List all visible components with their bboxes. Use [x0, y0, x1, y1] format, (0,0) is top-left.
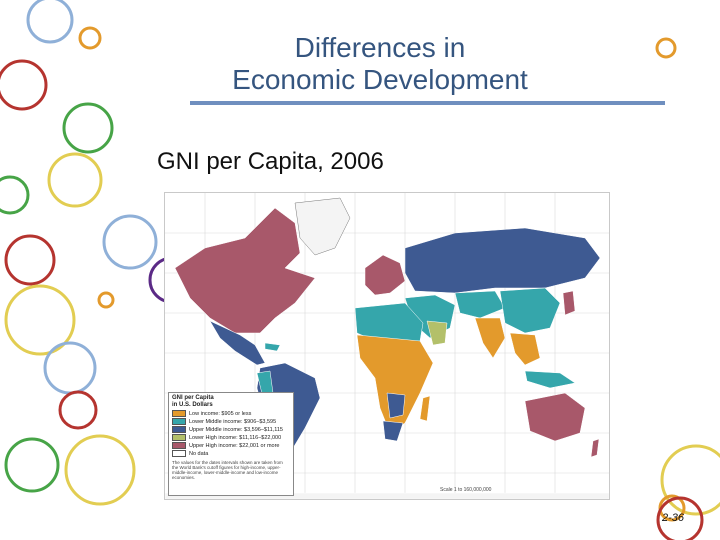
slide-number: 2-36: [662, 512, 685, 524]
legend-label: Lower High income: $11,116–$22,000: [189, 434, 282, 441]
map-legend: GNI per Capita in U.S. Dollars Low incom…: [168, 392, 294, 496]
slide-subtitle: GNI per Capita, 2006: [157, 148, 384, 175]
legend-swatch: [172, 410, 186, 417]
legend-item: Lower High income: $11,116–$22,000: [172, 434, 290, 441]
legend-item: Upper Middle income: $3,596–$11,115: [172, 426, 290, 433]
legend-label: No data: [189, 450, 209, 457]
legend-swatch: [172, 442, 186, 449]
legend-item: Lower Middle income: $906–$3,595: [172, 418, 290, 425]
world-map-graphic: [165, 193, 609, 499]
legend-swatch: [172, 434, 186, 441]
title-line-2: Economic Development: [232, 64, 528, 95]
slide-title: Differences in Economic Development: [160, 32, 600, 96]
legend-title-line-2: in U.S. Dollars: [172, 402, 213, 408]
legend-title-line-1: GNI per Capita: [172, 395, 214, 401]
title-line-1: Differences in: [294, 32, 466, 63]
legend-item: No data: [172, 450, 290, 457]
legend-label: Lower Middle income: $906–$3,595: [189, 418, 277, 425]
legend-swatch: [172, 418, 186, 425]
legend-label: Low income: $905 or less: [189, 410, 252, 417]
legend-label: Upper High income: $22,001 or more: [189, 442, 280, 449]
legend-label: Upper Middle income: $3,596–$11,115: [189, 426, 283, 433]
title-underline: [190, 101, 665, 105]
legend-note: The values for the dates intervals shown…: [172, 460, 283, 480]
legend-item: Low income: $905 or less: [172, 410, 290, 417]
legend-swatch: [172, 450, 186, 457]
legend-swatch: [172, 426, 186, 433]
legend-item: Upper High income: $22,001 or more: [172, 442, 290, 449]
map-scale: Scale 1 to 160,000,000: [440, 487, 492, 493]
